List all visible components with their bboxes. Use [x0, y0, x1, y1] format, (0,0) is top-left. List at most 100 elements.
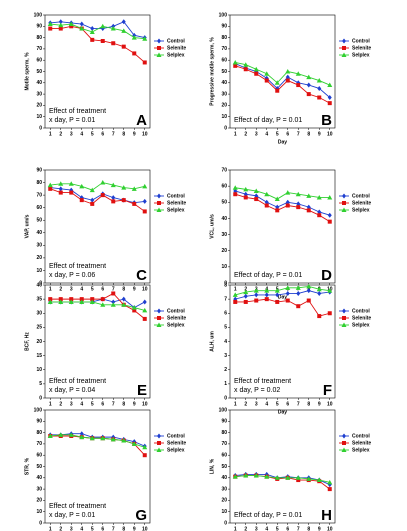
y-tick-label: 50: [36, 464, 42, 470]
x-tick-label: 7: [112, 131, 115, 137]
marker: [142, 307, 148, 313]
marker: [243, 67, 248, 72]
x-tick-label: 2: [59, 286, 62, 292]
marker: [68, 432, 74, 437]
x-tick-label: 10: [142, 286, 148, 292]
legend-label: Control: [167, 38, 185, 44]
marker: [90, 37, 95, 42]
marker: [327, 212, 332, 218]
marker: [274, 475, 280, 480]
marker: [275, 208, 280, 213]
marker: [58, 26, 63, 31]
marker: [317, 213, 322, 218]
marker: [142, 299, 147, 305]
marker: [90, 197, 95, 203]
y-tick-label: 7: [224, 296, 227, 302]
series-line: [50, 292, 146, 320]
marker: [157, 38, 161, 44]
x-tick-label: 9: [133, 526, 136, 531]
marker: [79, 297, 84, 302]
x-tick-label: 5: [276, 526, 279, 531]
x-tick-label: 2: [59, 131, 62, 137]
y-tick-label: 5: [224, 325, 227, 331]
y-tick-label: 30: [36, 311, 42, 317]
y-tick-label: 40: [221, 475, 227, 481]
marker: [111, 41, 116, 46]
legend-label: Control: [352, 193, 370, 199]
x-tick-label: 4: [265, 131, 268, 137]
panel-label: D: [321, 267, 332, 284]
marker: [341, 447, 347, 452]
marker: [253, 288, 259, 293]
marker: [47, 21, 53, 27]
marker: [121, 438, 127, 443]
annotation: Effect of day, P = 0.01: [234, 117, 302, 124]
legend-label: Selenite: [167, 440, 186, 446]
x-tick-label: 8: [122, 286, 125, 292]
y-axis-label: STR, %: [24, 457, 30, 475]
panel-label: B: [321, 112, 332, 129]
marker: [100, 180, 106, 185]
y-tick-label: 20: [36, 498, 42, 504]
x-tick-label: 8: [122, 131, 125, 137]
y-tick-label: 30: [36, 91, 42, 97]
marker: [327, 101, 332, 106]
annotation: Effect of treatment: [49, 263, 106, 270]
marker: [157, 433, 161, 439]
marker: [132, 201, 137, 206]
y-tick-label: 50: [36, 69, 42, 75]
x-tick-label: 6: [101, 401, 104, 407]
series-line: [235, 63, 331, 98]
plot-area: [44, 169, 151, 284]
marker: [90, 201, 95, 206]
marker: [232, 59, 238, 65]
marker: [306, 283, 312, 289]
marker: [317, 95, 322, 100]
marker: [90, 26, 95, 32]
x-tick-label: 1: [49, 526, 52, 531]
x-tick-label: 2: [244, 131, 247, 137]
marker: [341, 322, 347, 327]
series-line: [50, 301, 145, 311]
marker: [275, 292, 280, 298]
marker: [111, 291, 116, 296]
y-tick-label: 80: [36, 35, 42, 41]
marker: [79, 299, 85, 304]
marker: [285, 298, 290, 303]
marker: [264, 71, 270, 76]
annotation: Effect of day, P = 0.01: [234, 272, 302, 279]
x-tick-label: 1: [49, 286, 52, 292]
marker: [295, 71, 301, 76]
y-axis-label: Progressive motile sperm, %: [209, 37, 215, 106]
legend-label: Selenite: [167, 315, 186, 321]
x-tick-label: 4: [80, 131, 83, 137]
series-line: [235, 285, 330, 296]
x-tick-label: 7: [112, 526, 115, 531]
legend-label: Selplex: [167, 52, 185, 58]
marker: [48, 297, 53, 302]
y-tick-label: 25: [36, 325, 42, 331]
marker: [58, 299, 64, 304]
marker: [341, 207, 347, 212]
y-tick-label: 15: [36, 353, 42, 359]
marker: [327, 479, 333, 485]
marker: [296, 83, 301, 88]
y-tick-label: 8: [224, 282, 227, 288]
marker: [243, 299, 248, 304]
marker: [69, 190, 74, 195]
y-tick-label: 20: [221, 248, 227, 254]
marker: [131, 305, 137, 310]
y-tick-label: 60: [221, 183, 227, 189]
x-tick-label: 3: [255, 401, 258, 407]
series-line: [50, 182, 145, 191]
marker: [285, 190, 291, 195]
x-tick-label: 3: [255, 131, 258, 137]
marker: [58, 19, 63, 25]
x-tick-label: 3: [70, 131, 73, 137]
marker: [253, 473, 259, 478]
marker: [157, 193, 161, 199]
marker: [342, 193, 346, 199]
marker: [47, 433, 53, 438]
y-tick-label: 60: [36, 205, 42, 211]
y-tick-label: 30: [221, 91, 227, 97]
